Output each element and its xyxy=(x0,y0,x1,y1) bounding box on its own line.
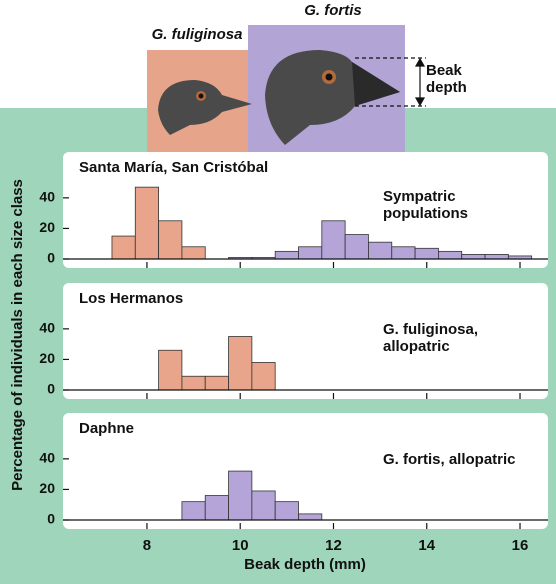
x-tick-label: 10 xyxy=(232,537,249,554)
histogram-bar xyxy=(111,235,136,260)
histogram-bar xyxy=(251,490,276,521)
y-tick-label: 40 xyxy=(39,450,55,466)
panel xyxy=(63,152,548,268)
histogram-bar xyxy=(251,362,276,391)
species-label: G. fortis xyxy=(304,2,362,19)
fuliginosa-bird xyxy=(158,80,252,135)
histogram-bar xyxy=(298,246,323,260)
panel-annotation: G. fuliginosa, allopatric xyxy=(383,321,479,355)
histogram-bar xyxy=(134,186,160,260)
y-axis-label: Percentage of individuals in each size c… xyxy=(9,179,26,491)
histogram-bar xyxy=(228,336,253,391)
y-tick-label: 40 xyxy=(39,320,55,336)
histogram-bar xyxy=(321,220,346,260)
x-tick-label: 14 xyxy=(418,537,435,554)
histogram-bar xyxy=(461,254,486,260)
histogram-bar xyxy=(274,250,299,260)
histogram-bar xyxy=(368,241,393,260)
beak-depth-marker xyxy=(355,57,426,107)
x-tick-label: 12 xyxy=(325,537,342,554)
histogram-bar xyxy=(391,246,416,260)
panel-title: Daphne xyxy=(79,420,134,437)
histogram-bar xyxy=(414,247,439,260)
histogram-bar xyxy=(181,375,206,391)
panel-title: Los Hermanos xyxy=(79,290,183,307)
histogram-bar xyxy=(228,470,253,521)
histogram-bar xyxy=(204,495,229,521)
histogram-bar xyxy=(158,220,183,260)
histogram-bar xyxy=(204,375,229,391)
histogram-bar xyxy=(438,250,463,260)
y-tick-label: 20 xyxy=(39,219,55,235)
y-tick-label: 20 xyxy=(39,480,55,496)
panel-annotation: G. fortis, allopatric xyxy=(383,451,516,468)
histogram-bar xyxy=(344,234,369,260)
panel xyxy=(63,283,548,399)
panel-annotation: Sympatric populations xyxy=(383,188,468,222)
species-label: G. fuliginosa xyxy=(152,26,243,43)
y-tick-label: 40 xyxy=(39,189,55,205)
histogram-bar xyxy=(484,254,509,260)
histogram-bar xyxy=(181,246,206,260)
y-tick-label: 20 xyxy=(39,350,55,366)
histogram-bar xyxy=(274,501,299,521)
y-tick-label: 0 xyxy=(47,381,55,397)
histogram-bar xyxy=(298,513,323,521)
x-tick-label: 16 xyxy=(512,537,529,554)
panel xyxy=(63,413,548,529)
beak-depth-label: Beak depth xyxy=(426,62,467,96)
y-tick-label: 0 xyxy=(47,250,55,266)
x-axis-label: Beak depth (mm) xyxy=(244,556,366,573)
panel-title: Santa María, San Cristóbal xyxy=(79,159,268,176)
fortis-bird xyxy=(265,50,400,145)
y-tick-label: 0 xyxy=(47,511,55,527)
x-tick-label: 8 xyxy=(143,537,151,554)
histogram-bar xyxy=(181,501,206,521)
histogram-bar xyxy=(158,349,183,391)
